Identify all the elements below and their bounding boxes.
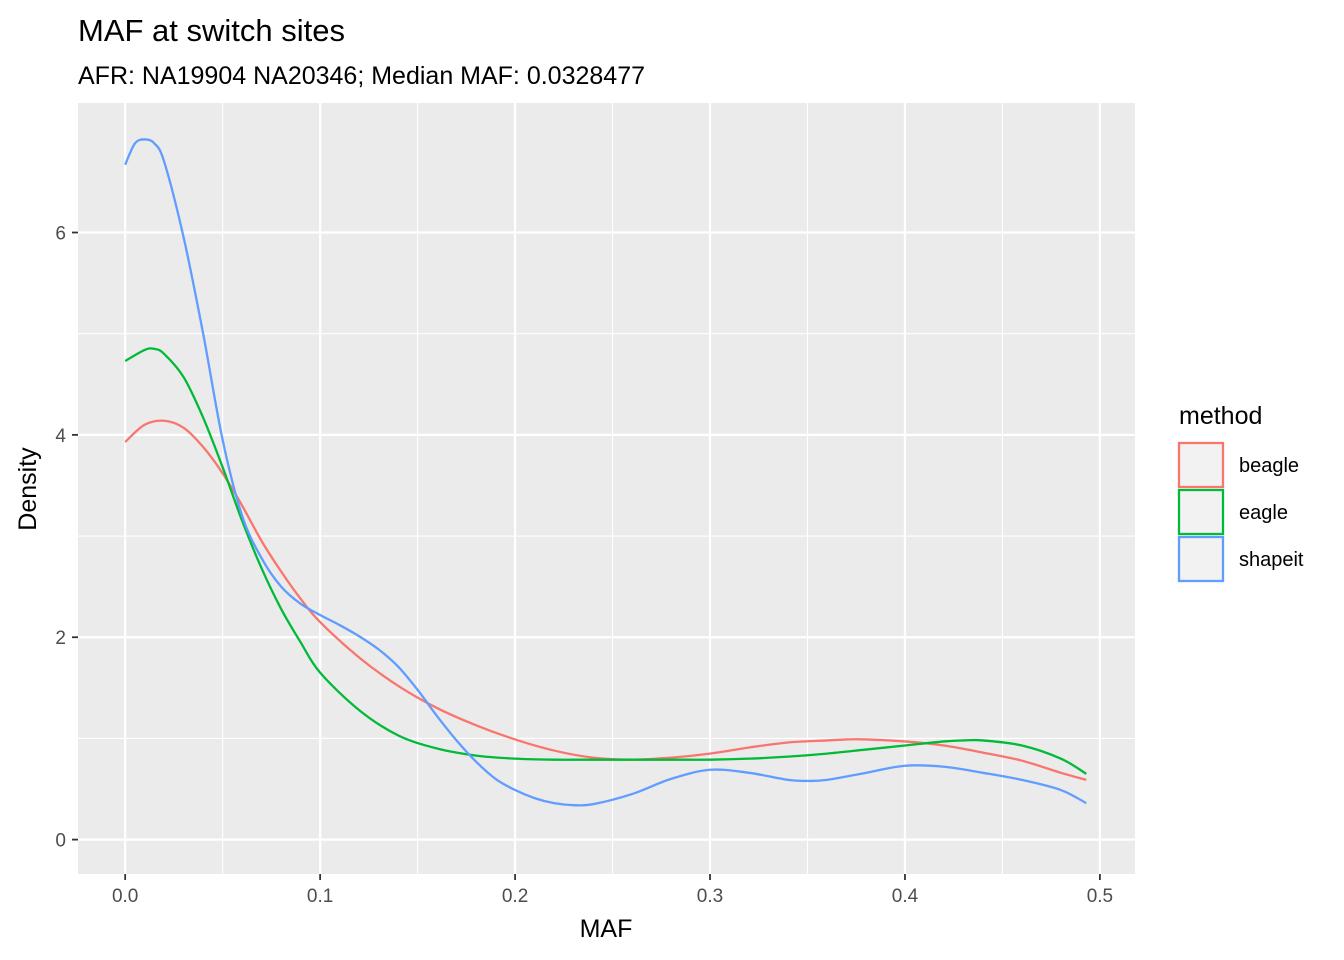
- x-tick-label: 0.1: [307, 886, 333, 907]
- legend: method beagle eagle shapeit: [1177, 402, 1304, 583]
- x-tick-label: 0.3: [697, 886, 723, 907]
- chart-title: MAF at switch sites: [78, 13, 345, 48]
- plot-panel: [78, 103, 1135, 874]
- x-tick-label: 0.0: [112, 886, 138, 907]
- legend-label-beagle: beagle: [1239, 455, 1299, 477]
- chart-subtitle: AFR: NA19904 NA20346; Median MAF: 0.0328…: [78, 62, 645, 90]
- legend-item-beagle: beagle: [1177, 441, 1299, 489]
- legend-key-shapeit: [1177, 535, 1225, 583]
- y-axis-title: Density: [14, 447, 42, 531]
- x-axis-title: MAF: [580, 915, 633, 943]
- series-line-shapeit: [124, 138, 1087, 807]
- legend-item-shapeit: shapeit: [1177, 535, 1304, 583]
- x-axis: 0.0 0.1 0.2 0.3 0.4 0.5: [112, 874, 1113, 907]
- x-tick-label: 0.2: [502, 886, 528, 907]
- y-axis: 0 2 4 6: [55, 224, 78, 852]
- series-line-eagle: [124, 347, 1087, 775]
- legend-item-eagle: eagle: [1177, 488, 1288, 536]
- y-tick-label: 2: [55, 628, 66, 649]
- x-tick-label: 0.4: [892, 886, 919, 907]
- y-tick-label: 4: [55, 426, 66, 447]
- legend-key-eagle: [1177, 488, 1225, 536]
- x-tick-label: 0.5: [1087, 886, 1113, 907]
- legend-label-eagle: eagle: [1239, 502, 1288, 524]
- series-layer: [124, 138, 1087, 807]
- grid-major: [78, 103, 1135, 874]
- legend-label-shapeit: shapeit: [1239, 549, 1304, 571]
- y-tick-label: 6: [55, 224, 66, 245]
- y-tick-label: 0: [55, 831, 66, 852]
- series-line-beagle: [124, 419, 1087, 782]
- legend-key-beagle: [1177, 441, 1225, 489]
- legend-title: method: [1179, 402, 1262, 430]
